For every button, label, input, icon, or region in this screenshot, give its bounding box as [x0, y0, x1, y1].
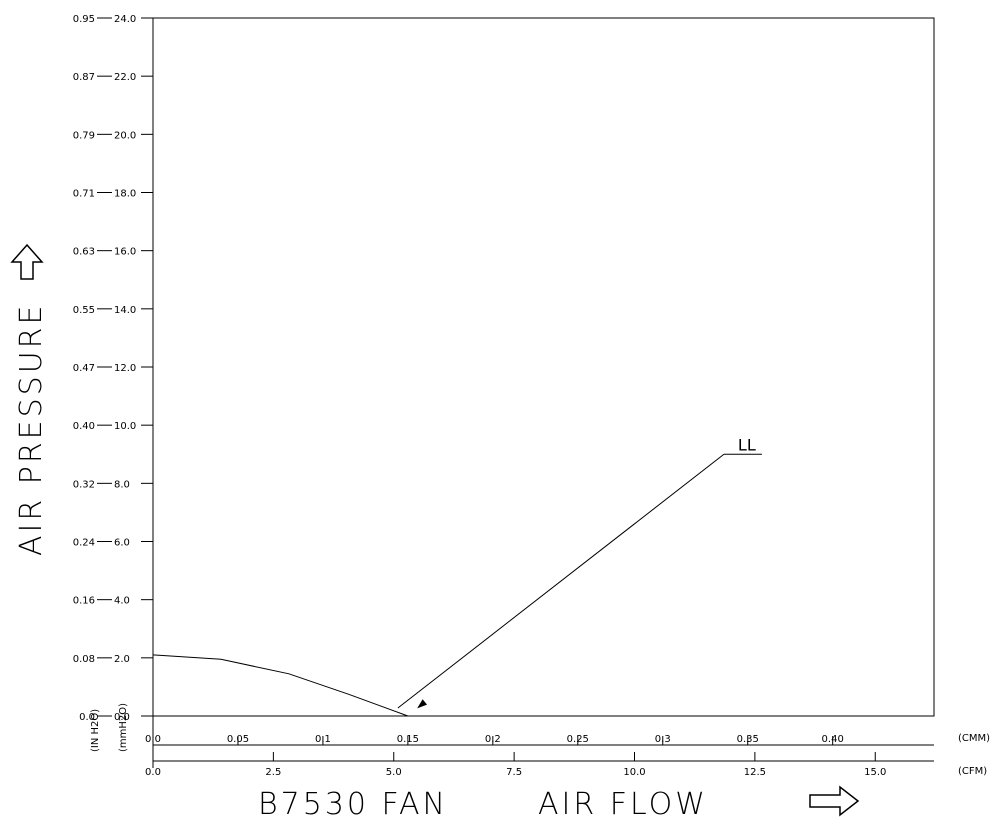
y-tick-label-mmh2o: 14.0	[114, 305, 136, 316]
y-axis-title: AIR PRESSURE	[14, 303, 49, 557]
y-tick-label-inh2o: 0.71	[73, 189, 95, 200]
x-tick-label-cmm: 0.35	[737, 734, 759, 745]
y-tick-label-inh2o: 0.79	[73, 130, 95, 141]
y-unit-mmh2o-label: (mmH2O)	[118, 703, 129, 752]
y-tick-label-mmh2o: 0.0	[114, 712, 130, 723]
y-tick-label-mmh2o: 20.0	[114, 130, 136, 141]
series-line-ll	[152, 654, 409, 717]
y-tick-label-inh2o: 0.87	[73, 72, 95, 83]
x-tick-label-cmm: 0.15	[397, 734, 419, 745]
y-tick-label-mmh2o: 6.0	[114, 538, 130, 549]
x-axis-cfm-ticks: 0.0 2.5 5.0 7.5 10.0 12.5 15.0	[145, 745, 886, 778]
y-tick-label-mmh2o: 12.0	[114, 363, 136, 374]
y-tick-label-inh2o: 0.32	[73, 479, 95, 490]
x-axis-arrow-icon	[809, 785, 860, 817]
x-tick-label-cmm: 0.1	[315, 734, 331, 745]
x-axis-title: AIR FLOW	[538, 787, 708, 820]
annotation-label-ll: LL	[738, 435, 756, 454]
x-tick-label-cfm: 5.0	[386, 767, 402, 778]
y-tick-label-mmh2o: 8.0	[114, 479, 130, 490]
y-axis-ticks: 0.0 0.0 0.08 2.0 0.16 4.0 0.24 6.0 0.32 8.0 0.40 10…	[73, 14, 153, 723]
y-tick-label-mmh2o: 18.0	[114, 189, 136, 200]
x-tick-label-cmm: 0.05	[227, 734, 249, 745]
x-tick-label-cmm: 0.25	[567, 734, 589, 745]
y-axis-arrow-icon	[10, 243, 44, 280]
y-tick-label-mmh2o: 16.0	[114, 247, 136, 258]
y-tick-label-mmh2o: 10.0	[114, 421, 136, 432]
y-tick-label-inh2o: 0.47	[73, 363, 95, 374]
y-tick-label-inh2o: 0.63	[73, 247, 95, 258]
y-tick-label-inh2o: 0.16	[73, 596, 95, 607]
y-tick-label-inh2o: 0.08	[73, 654, 95, 665]
y-tick-label-inh2o: 0.40	[73, 421, 95, 432]
y-tick-label-inh2o: 0.55	[73, 305, 95, 316]
x-tick-label-cfm: 10.0	[623, 767, 645, 778]
y-tick-label-inh2o: 0.95	[73, 14, 95, 25]
annotation-arrowhead	[417, 699, 428, 709]
y-tick-label-mmh2o: 2.0	[114, 654, 130, 665]
y-tick-label-inh2o: 0.24	[73, 538, 95, 549]
x-unit-cmm-label: (CMM)	[958, 733, 990, 744]
annotation-leader-line	[397, 453, 725, 709]
x-axis-cmm-ticks: 0.0 0.05 0.1 0.15 0.2 0.25 0.3 0.35 0.40	[145, 716, 844, 745]
x-axis-prefix: B7530 FAN	[258, 787, 448, 820]
x-tick-label-cfm: 7.5	[506, 767, 522, 778]
x-tick-label-cfm: 12.5	[744, 767, 766, 778]
y-tick-label-mmh2o: 22.0	[114, 72, 136, 83]
plot-frame	[152, 17, 935, 717]
x-tick-label-cfm: 2.5	[265, 767, 281, 778]
x-tick-label-cfm: 0.0	[145, 767, 161, 778]
x-tick-label-cmm: 0.40	[822, 734, 844, 745]
x-tick-label-cfm: 15.0	[864, 767, 886, 778]
y-tick-label-inh2o: 0.0	[79, 712, 95, 723]
y-tick-label-mmh2o: 24.0	[114, 14, 136, 25]
x-tick-label-cmm: 0.2	[485, 734, 501, 745]
x-tick-label-cmm: 0.3	[655, 734, 671, 745]
x-unit-cfm-label: (CFM)	[958, 766, 987, 777]
y-unit-inh2o-label: (IN H2O)	[90, 709, 101, 752]
y-tick-label-mmh2o: 4.0	[114, 596, 130, 607]
